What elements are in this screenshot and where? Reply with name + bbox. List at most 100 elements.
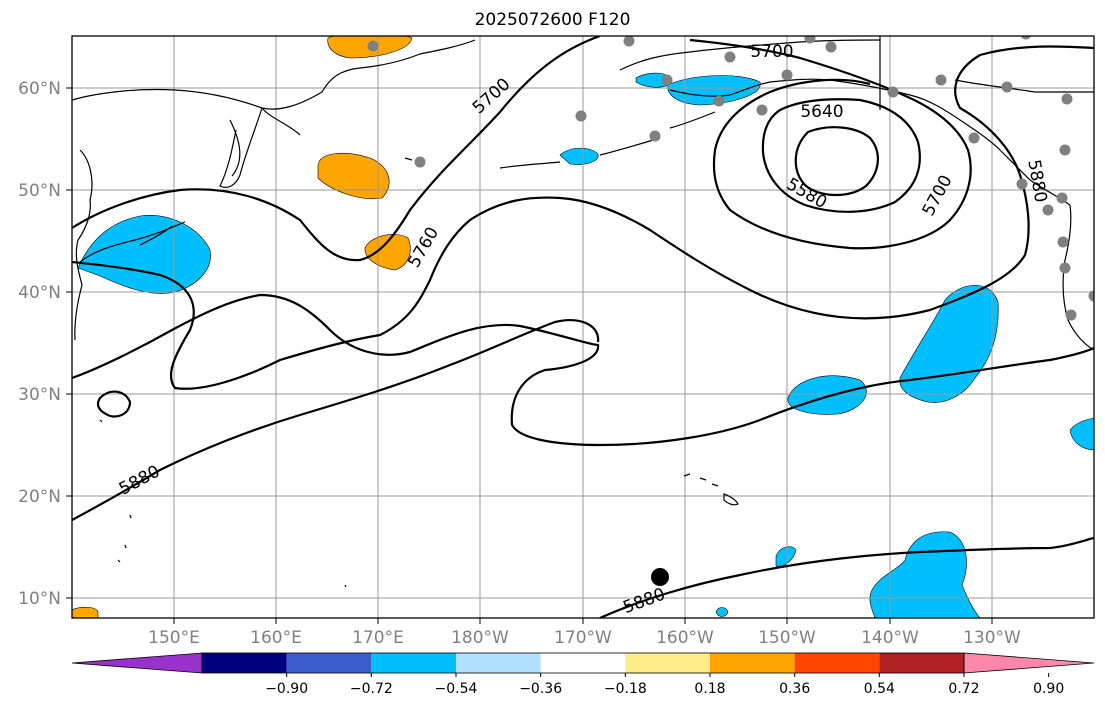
kamchatka-coastline bbox=[219, 107, 263, 188]
colorbar-swatch bbox=[202, 653, 287, 673]
latitude-label: 60°N bbox=[18, 79, 61, 99]
station-marker bbox=[1001, 81, 1013, 93]
colorbar-extend-low bbox=[71, 652, 203, 674]
contour-label: 5640 bbox=[800, 102, 843, 122]
station-marker bbox=[649, 130, 661, 142]
colorbar-tick-label: 0.72 bbox=[948, 681, 979, 697]
station-marker bbox=[623, 36, 635, 47]
negative-anomaly-region bbox=[715, 607, 729, 617]
latitude-label: 40°N bbox=[18, 283, 61, 303]
latitude-label: 20°N bbox=[18, 487, 61, 507]
asia-coastline bbox=[72, 39, 476, 341]
latitude-label: 50°N bbox=[18, 181, 61, 201]
map-area: 5700 5700 5640 5580 5700 5760 5880 5880 … bbox=[72, 36, 1094, 618]
longitude-label: 140°W bbox=[861, 628, 919, 648]
station-marker bbox=[1020, 36, 1032, 40]
positive-anomaly-region bbox=[72, 606, 99, 618]
hawaii-islands bbox=[683, 473, 739, 506]
colorbar-swatch bbox=[456, 653, 541, 673]
colorbar-tick-label: 0.54 bbox=[864, 681, 895, 697]
station-marker bbox=[661, 74, 673, 86]
colorbar-tick-label: −0.18 bbox=[604, 681, 647, 697]
latitude-labels: 60°N 50°N 40°N 30°N 20°N 10°N bbox=[18, 79, 61, 609]
station-marker bbox=[724, 51, 736, 63]
map-title: 2025072600 F120 bbox=[474, 10, 631, 30]
station-marker bbox=[1065, 309, 1077, 321]
canada-boundary bbox=[879, 36, 1094, 110]
station-marker bbox=[414, 156, 426, 168]
negative-anomaly-region bbox=[869, 531, 981, 618]
colorbar-swatch bbox=[710, 653, 795, 673]
longitude-label: 170°W bbox=[554, 628, 612, 648]
station-marker bbox=[887, 86, 899, 98]
positive-anomaly-region bbox=[317, 153, 390, 200]
colorbar: −0.90 −0.72 −0.54 −0.36 −0.18 0.18 0.36 0.54 0.7… bbox=[71, 652, 1095, 697]
colorbar-swatch bbox=[794, 653, 880, 673]
contour-5580 bbox=[794, 126, 879, 196]
contour-5640 bbox=[761, 98, 921, 213]
colorbar-frame bbox=[201, 652, 965, 674]
station-marker bbox=[1057, 236, 1069, 248]
station-marker bbox=[804, 36, 816, 44]
station-marker bbox=[651, 568, 669, 586]
contour-5760 bbox=[72, 45, 1094, 390]
station-marker bbox=[968, 132, 980, 144]
axis-ticks bbox=[66, 87, 993, 624]
latitude-label: 30°N bbox=[18, 385, 61, 405]
longitude-label: 160°W bbox=[656, 628, 714, 648]
colorbar-tick-label: 0.18 bbox=[694, 681, 725, 697]
longitude-label: 150°W bbox=[758, 628, 816, 648]
station-marker bbox=[935, 74, 947, 86]
station-marker bbox=[1059, 144, 1071, 156]
contour-5820 bbox=[72, 293, 1094, 447]
colorbar-extend-high bbox=[963, 652, 1095, 674]
longitude-label: 150°E bbox=[148, 628, 200, 648]
station-marker bbox=[1059, 262, 1071, 274]
longitude-labels: 150°E 160°E 170°E 180°W 170°W 160°W 150°… bbox=[148, 628, 1021, 648]
negative-anomaly-region bbox=[667, 75, 761, 106]
contour-5880-north bbox=[72, 319, 600, 521]
colorbar-tick-label: 0.36 bbox=[779, 681, 810, 697]
colorbar-swatch bbox=[879, 653, 964, 673]
positive-anomaly-region bbox=[364, 234, 411, 271]
contour-5880-south bbox=[599, 536, 1094, 618]
height-contours bbox=[72, 36, 1094, 618]
longitude-label: 170°E bbox=[352, 628, 404, 648]
negative-anomaly-region bbox=[559, 147, 599, 165]
anomaly-shading bbox=[72, 36, 1094, 618]
negative-anomaly-region bbox=[787, 375, 867, 415]
station-marker bbox=[1061, 93, 1073, 105]
station-marker bbox=[1016, 178, 1028, 190]
station-marker bbox=[1042, 204, 1054, 216]
colorbar-tick-label: −0.90 bbox=[265, 681, 308, 697]
station-marker bbox=[1088, 290, 1094, 302]
longitude-label: 130°W bbox=[963, 628, 1021, 648]
small-islands bbox=[99, 157, 413, 588]
contour-5700-low bbox=[689, 38, 972, 250]
colorbar-swatch bbox=[540, 653, 626, 673]
latitude-label: 10°N bbox=[18, 589, 61, 609]
north-america-coastline bbox=[1062, 204, 1094, 351]
colorbar-swatch bbox=[371, 653, 456, 673]
station-marker bbox=[367, 40, 379, 52]
colorbar-tick-label: −0.36 bbox=[519, 681, 562, 697]
longitude-label: 180°W bbox=[451, 628, 509, 648]
colorbar-tick-label: −0.72 bbox=[350, 681, 393, 697]
contour-closed-small bbox=[96, 390, 132, 418]
station-marker bbox=[1056, 192, 1068, 204]
colorbar-tick-label: 0.90 bbox=[1033, 681, 1064, 697]
colorbar-swatch bbox=[625, 653, 710, 673]
longitude-label: 160°E bbox=[250, 628, 302, 648]
station-marker bbox=[825, 41, 837, 53]
station-marker bbox=[575, 110, 587, 122]
station-marker bbox=[713, 95, 725, 107]
station-markers bbox=[367, 36, 1094, 586]
colorbar-swatch bbox=[286, 653, 372, 673]
map-gridlines bbox=[72, 36, 1094, 618]
colorbar-tick-label: −0.54 bbox=[435, 681, 478, 697]
contour-5700-west bbox=[72, 36, 601, 262]
negative-anomaly-region bbox=[899, 285, 999, 403]
station-marker bbox=[781, 69, 793, 81]
negative-anomaly-region bbox=[1069, 417, 1094, 451]
